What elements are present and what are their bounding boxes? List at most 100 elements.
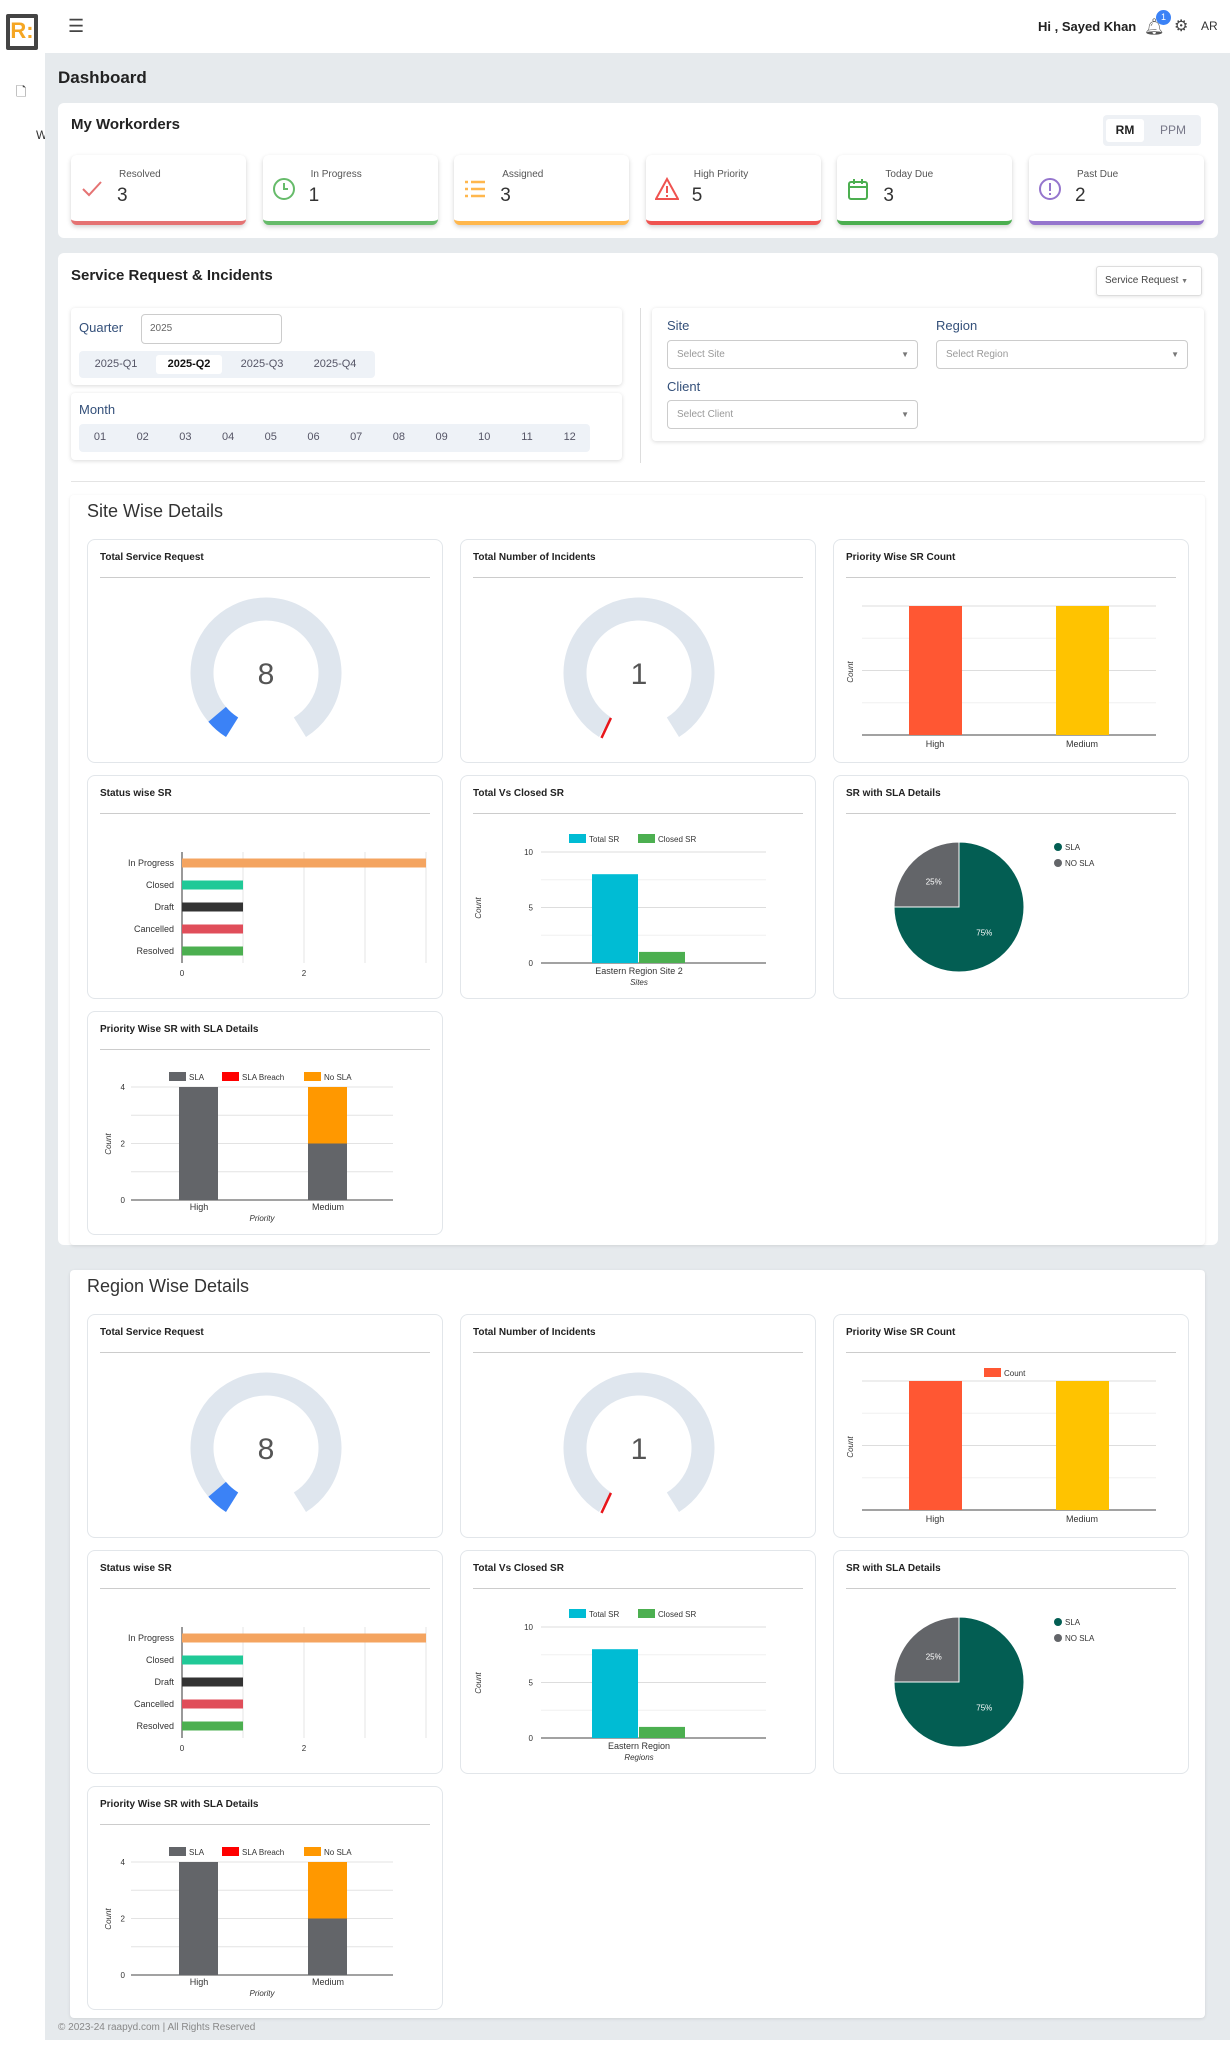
chart-card: Priority Wise SR with SLA Details 0 2 4 SLA S… <box>87 1786 443 2010</box>
legend-label: SLA Breach <box>242 1073 284 1082</box>
site-select[interactable]: Select Site ▼ <box>667 340 918 369</box>
sr-type-select[interactable]: Service Request ▼ <box>1096 266 1202 296</box>
list-icon <box>463 177 487 201</box>
month-tab[interactable]: 05 <box>264 431 277 443</box>
gauge-value: 1 <box>631 658 648 691</box>
workorder-card-today-due[interactable]: Today Due 3 <box>837 155 1013 225</box>
region-placeholder: Select Region <box>946 349 1009 360</box>
workorder-card-high-priority[interactable]: High Priority 5 <box>645 155 821 225</box>
chart-bar: 0 2 4 SLA SLA Breach No SLA High Medium Priority… <box>104 1847 393 1998</box>
chart-bar: In Progress Closed Draft Cancelled Resolved 0… <box>128 1627 427 1753</box>
month-tab[interactable]: 04 <box>221 431 235 443</box>
toggle-ppm[interactable]: PPM <box>1159 123 1186 137</box>
bar <box>1056 606 1109 735</box>
month-tab[interactable]: 07 <box>350 431 363 443</box>
site-label: Site <box>667 318 690 333</box>
user-greeting[interactable]: Hi , Sayed Khan <box>1038 19 1137 34</box>
chart-gauge: 8 <box>190 597 342 738</box>
alert-circle-icon <box>1038 177 1062 201</box>
chart-card: Total Number of Incidents 1 <box>460 539 816 763</box>
bar <box>909 606 962 735</box>
top-bar: R: ☰ Hi , Sayed Khan 🔔︎ 1 ⚙ AR <box>0 0 1230 53</box>
workorder-card-resolved[interactable]: Resolved 3 <box>71 155 246 225</box>
toggle-rm[interactable]: RM <box>1106 119 1144 142</box>
month-tab[interactable]: 12 <box>563 431 576 443</box>
category-label: Draft <box>154 902 174 912</box>
legend-marker <box>169 1072 186 1081</box>
legend-label: Closed SR <box>658 835 696 844</box>
month-tab[interactable]: 09 <box>435 431 448 443</box>
category-label: In Progress <box>128 858 175 868</box>
month-label: Month <box>79 402 116 417</box>
legend-marker <box>984 1368 1001 1377</box>
category-label: High <box>190 1202 209 1212</box>
client-placeholder: Select Client <box>677 409 734 420</box>
quarter-tab[interactable]: 2025-Q4 <box>313 358 357 370</box>
gauge-fill <box>600 1492 613 1514</box>
x-axis-title: Priority <box>250 1989 276 1998</box>
month-tab[interactable]: 10 <box>478 431 491 443</box>
tick-label: 4 <box>121 1858 126 1867</box>
client-select[interactable]: Select Client ▼ <box>667 400 918 429</box>
legend-marker <box>222 1847 239 1856</box>
pie-slice <box>893 841 1025 973</box>
y-axis-title: Count <box>474 897 483 919</box>
month-tab[interactable]: 02 <box>136 431 149 443</box>
region-select[interactable]: Select Region ▼ <box>936 340 1188 369</box>
location-filter: Site Select Site ▼ Region Select Region ▼ … <box>652 308 1204 441</box>
workorder-card-past-due[interactable]: Past Due 2 <box>1029 155 1204 225</box>
quarter-tab[interactable]: 2025-Q2 <box>156 355 222 374</box>
bar <box>308 1143 347 1200</box>
workorder-card-assigned[interactable]: Assigned 3 <box>454 155 630 225</box>
gear-icon[interactable]: ⚙ <box>1174 18 1189 35</box>
caret-down-icon: ▼ <box>1171 350 1179 359</box>
language-toggle[interactable]: AR <box>1201 19 1218 33</box>
section-title: Region Wise Details <box>87 1276 250 1296</box>
divider <box>640 308 641 463</box>
warning-icon <box>654 176 680 201</box>
chart-card: Total Service Request 8 <box>87 1314 443 1538</box>
chart-pie: 75% SLA 25% NO SLA <box>893 1616 1095 1748</box>
divider <box>846 1588 1176 1589</box>
chart-title: Total Vs Closed SR <box>473 788 564 799</box>
tick-label: 10 <box>524 1623 533 1632</box>
sidebar-item-label[interactable]: W <box>36 128 48 142</box>
legend-label: No SLA <box>324 1848 352 1857</box>
app-logo[interactable]: R: <box>6 14 38 50</box>
workorder-card-in-progress[interactable]: In Progress 1 <box>262 155 438 225</box>
chart-title: Priority Wise SR with SLA Details <box>100 1799 259 1810</box>
quarter-tab[interactable]: 2025-Q1 <box>94 358 138 370</box>
chart-card: SR with SLA Details 75% SLA 25% NO SLA <box>833 775 1189 999</box>
legend-label: SLA <box>189 1848 205 1857</box>
workorder-count: 1 <box>308 185 320 206</box>
workorder-count: 2 <box>1075 185 1086 206</box>
tick-label: 2 <box>302 1744 307 1753</box>
chart-bar: High Medium Count <box>846 605 1156 749</box>
month-tab[interactable]: 11 <box>521 431 533 443</box>
legend-label: SLA <box>189 1073 205 1082</box>
sr-type-value: Service Request <box>1105 275 1179 286</box>
month-tab[interactable]: 08 <box>392 431 406 443</box>
pie-slice <box>893 1616 960 1683</box>
category-label: Closed <box>146 880 174 890</box>
quarter-tab[interactable]: 2025-Q3 <box>240 358 284 370</box>
month-tab[interactable]: 01 <box>93 431 107 443</box>
pie-slice <box>893 1616 1025 1748</box>
month-tab[interactable]: 06 <box>307 431 320 443</box>
year-input[interactable]: 2025 <box>141 314 282 344</box>
menu-icon[interactable]: ☰ <box>68 16 85 36</box>
legend-marker <box>1054 859 1062 867</box>
y-axis-title: Count <box>104 1133 113 1155</box>
divider <box>473 1588 803 1589</box>
category-label: Closed <box>146 1655 174 1665</box>
clock-icon <box>272 177 296 201</box>
tick-label: 2 <box>121 1915 126 1924</box>
gauge-fill <box>600 717 613 739</box>
legend-label: Total SR <box>589 835 619 844</box>
document-icon[interactable]: 🗋 <box>16 84 27 99</box>
category-label: High <box>926 1514 945 1524</box>
divider <box>846 1352 1176 1353</box>
category-label: Eastern Region <box>608 1741 670 1751</box>
chart-title: SR with SLA Details <box>846 788 941 799</box>
month-tab[interactable]: 03 <box>179 431 192 443</box>
